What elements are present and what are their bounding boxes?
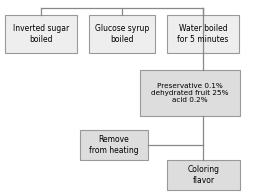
Text: Water boiled
for 5 minutes: Water boiled for 5 minutes xyxy=(177,24,229,44)
Text: Coloring
flavor: Coloring flavor xyxy=(187,165,219,185)
Text: Inverted sugar
boiled: Inverted sugar boiled xyxy=(13,24,69,44)
FancyBboxPatch shape xyxy=(89,15,155,53)
Text: Glucose syrup
boiled: Glucose syrup boiled xyxy=(95,24,149,44)
Text: Preservative 0.1%
dehydrated fruit 25%
acid 0.2%: Preservative 0.1% dehydrated fruit 25% a… xyxy=(151,82,229,104)
FancyBboxPatch shape xyxy=(140,70,240,116)
FancyBboxPatch shape xyxy=(167,15,239,53)
FancyBboxPatch shape xyxy=(80,130,148,160)
FancyBboxPatch shape xyxy=(167,160,240,190)
FancyBboxPatch shape xyxy=(5,15,77,53)
Text: Remove
from heating: Remove from heating xyxy=(89,135,139,155)
